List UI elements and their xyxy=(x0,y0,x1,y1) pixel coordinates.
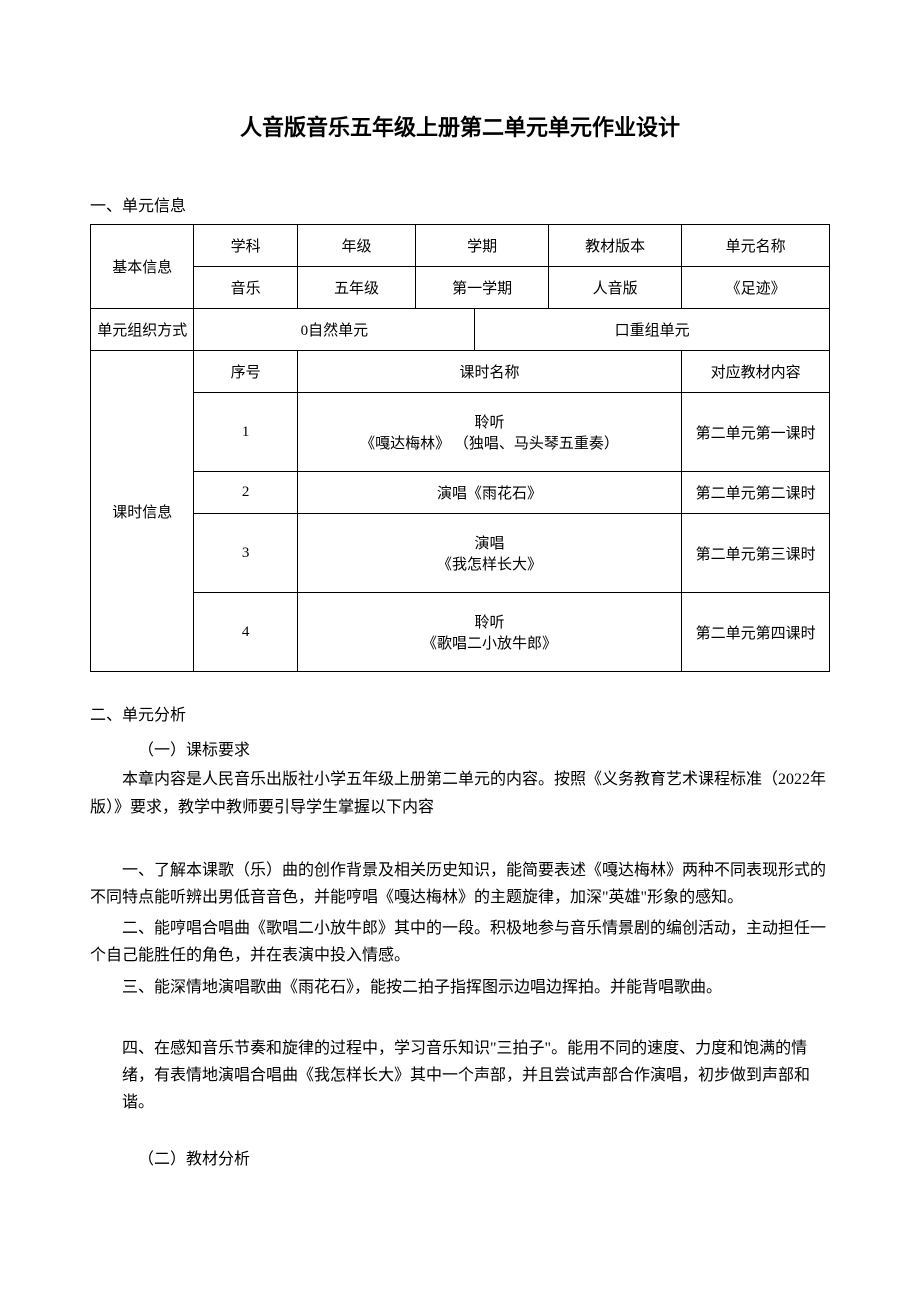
table-row: 课时信息 序号 课时名称 对应教材内容 xyxy=(91,351,830,393)
lesson-name-line1: 演唱《雨花石》 xyxy=(302,482,677,503)
point-1: 一、了解本课歌（乐）曲的创作背景及相关历史知识，能简要表述《嘎达梅林》两种不同表… xyxy=(90,857,830,911)
lesson-header-name: 课时名称 xyxy=(297,351,681,393)
value-grade: 五年级 xyxy=(297,267,415,309)
header-subject: 学科 xyxy=(194,225,297,267)
lesson-name-line1: 聆听 xyxy=(302,611,677,632)
point-2: 二、能哼唱合唱曲《歌唱二小放牛郎》其中的一段。积极地参与音乐情景剧的编创活动，主… xyxy=(90,915,830,969)
value-unit-name: 《足迹》 xyxy=(682,267,830,309)
lesson-name-line2: 《我怎样长大》 xyxy=(302,553,677,574)
sub-1-paragraph: 本章内容是人民音乐出版社小学五年级上册第二单元的内容。按照《义务教育艺术课程标准… xyxy=(90,766,830,820)
table-row: 2 演唱《雨花石》 第二单元第二课时 xyxy=(91,472,830,514)
lesson-info-label: 课时信息 xyxy=(91,351,194,672)
lesson-name: 聆听 《歌唱二小放牛郎》 xyxy=(297,593,681,672)
lesson-no: 2 xyxy=(194,472,297,514)
org-option-2: 口重组单元 xyxy=(475,309,830,351)
lesson-name-line2: 《嘎达梅林》 （独唱、马头琴五重奏） xyxy=(302,432,677,453)
lesson-content: 第二单元第四课时 xyxy=(682,593,830,672)
table-row: 4 聆听 《歌唱二小放牛郎》 第二单元第四课时 xyxy=(91,593,830,672)
lesson-content: 第二单元第三课时 xyxy=(682,514,830,593)
value-subject: 音乐 xyxy=(194,267,297,309)
section-2-heading: 二、单元分析 xyxy=(90,702,830,729)
lesson-no: 1 xyxy=(194,393,297,472)
table-row: 1 聆听 《嘎达梅林》 （独唱、马头琴五重奏） 第二单元第一课时 xyxy=(91,393,830,472)
lesson-header-content: 对应教材内容 xyxy=(682,351,830,393)
lesson-content: 第二单元第一课时 xyxy=(682,393,830,472)
sub-1-heading: （一）课标要求 xyxy=(138,737,830,764)
lesson-no: 4 xyxy=(194,593,297,672)
lesson-name: 演唱 《我怎样长大》 xyxy=(297,514,681,593)
lesson-name: 演唱《雨花石》 xyxy=(297,472,681,514)
table-row: 单元组织方式 0自然单元 口重组单元 xyxy=(91,309,830,351)
document-title: 人音版音乐五年级上册第二单元单元作业设计 xyxy=(90,110,830,142)
sub-2-heading: （二）教材分析 xyxy=(138,1146,830,1173)
point-4: 四、在感知音乐节奏和旋律的过程中，学习音乐知识"三拍子"。能用不同的速度、力度和… xyxy=(122,1035,814,1117)
lesson-name-line1: 演唱 xyxy=(302,532,677,553)
lesson-content: 第二单元第二课时 xyxy=(682,472,830,514)
lesson-name-line1: 聆听 xyxy=(302,411,677,432)
point-3: 三、能深情地演唱歌曲《雨花石》，能按二拍子指挥图示边唱边挥拍。并能背唱歌曲。 xyxy=(90,974,830,1001)
lesson-name: 聆听 《嘎达梅林》 （独唱、马头琴五重奏） xyxy=(297,393,681,472)
section-1-heading: 一、单元信息 xyxy=(90,192,830,216)
table-row: 3 演唱 《我怎样长大》 第二单元第三课时 xyxy=(91,514,830,593)
value-textbook: 人音版 xyxy=(549,267,682,309)
header-textbook: 教材版本 xyxy=(549,225,682,267)
basic-info-label: 基本信息 xyxy=(91,225,194,309)
lesson-header-no: 序号 xyxy=(194,351,297,393)
header-unit-name: 单元名称 xyxy=(682,225,830,267)
lesson-no: 3 xyxy=(194,514,297,593)
table-row: 音乐 五年级 第一学期 人音版 《足迹》 xyxy=(91,267,830,309)
header-grade: 年级 xyxy=(297,225,415,267)
header-term: 学期 xyxy=(416,225,549,267)
lesson-name-line2: 《歌唱二小放牛郎》 xyxy=(302,632,677,653)
org-option-1: 0自然单元 xyxy=(194,309,475,351)
unit-info-table: 基本信息 学科 年级 学期 教材版本 单元名称 音乐 五年级 第一学期 人音版 … xyxy=(90,224,830,672)
table-row: 基本信息 学科 年级 学期 教材版本 单元名称 xyxy=(91,225,830,267)
value-term: 第一学期 xyxy=(416,267,549,309)
org-label: 单元组织方式 xyxy=(91,309,194,351)
